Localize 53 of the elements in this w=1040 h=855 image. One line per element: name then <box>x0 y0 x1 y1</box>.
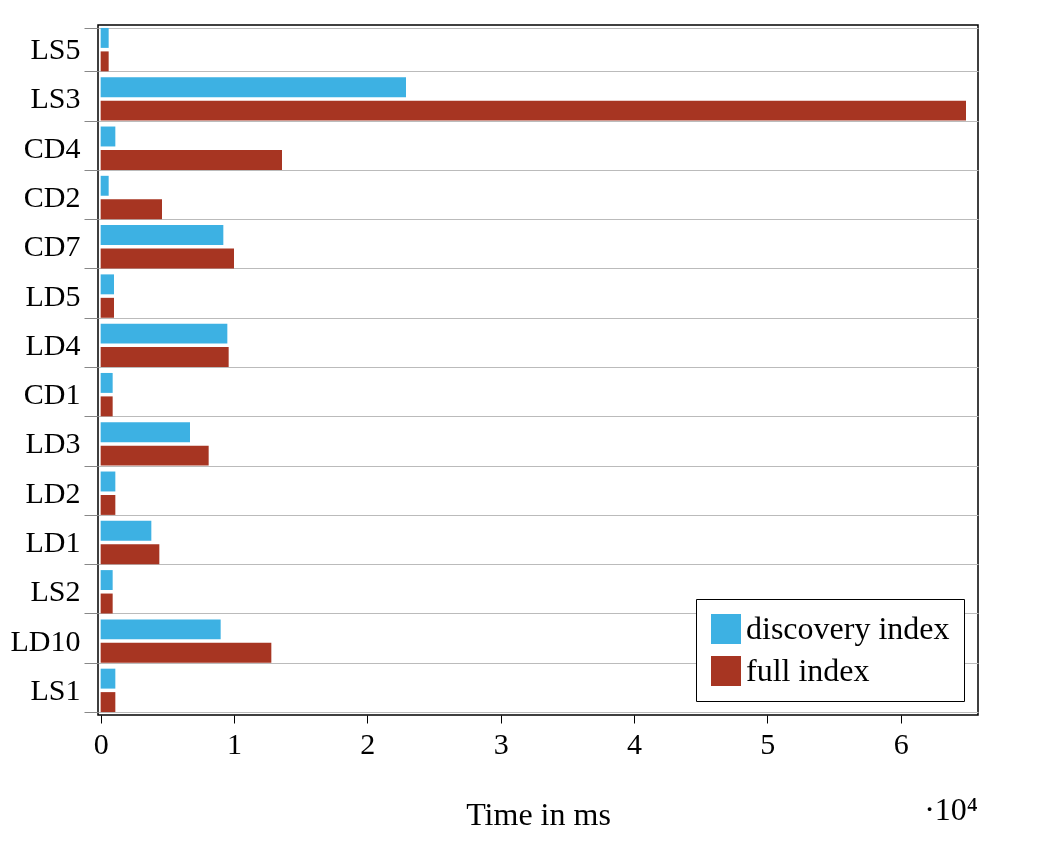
bar <box>100 642 272 663</box>
y-tick-label: LS5 <box>30 32 81 66</box>
bar <box>100 471 116 492</box>
bar <box>100 248 234 269</box>
bar <box>100 544 160 565</box>
y-tick-label: LD2 <box>25 475 81 509</box>
bar <box>100 593 113 614</box>
bar <box>100 225 224 246</box>
legend-label: full index <box>746 652 870 688</box>
x-tick-label: 1 <box>227 726 242 760</box>
bar <box>100 126 116 147</box>
bar <box>100 570 113 591</box>
bar <box>100 372 113 393</box>
y-tick-label: CD2 <box>23 180 81 213</box>
y-tick-label: LD4 <box>25 327 81 361</box>
y-tick-label: LD3 <box>25 426 81 460</box>
bar <box>100 100 966 121</box>
x-tick-label: 3 <box>493 726 509 760</box>
bar <box>100 297 114 318</box>
y-tick-label: LS1 <box>30 672 81 706</box>
bar <box>100 149 282 170</box>
y-tick-label: CD1 <box>23 377 81 411</box>
bar <box>100 422 190 443</box>
y-tick-label: LD1 <box>25 525 81 558</box>
y-tick-label: CD4 <box>23 130 81 164</box>
x-axis-title: Time in ms <box>466 795 611 832</box>
text: ·10⁴ <box>924 791 978 827</box>
y-tick-label: LS2 <box>30 574 81 608</box>
bar <box>100 323 228 344</box>
x-tick-label: 5 <box>760 726 776 760</box>
bar <box>100 274 114 295</box>
bar <box>100 396 113 417</box>
bar <box>100 692 116 713</box>
x-tick-label: 0 <box>93 726 109 760</box>
bar <box>100 619 221 640</box>
bar <box>100 175 109 196</box>
bar <box>100 77 406 98</box>
y-tick-label: LS3 <box>30 81 81 115</box>
bar <box>100 199 162 220</box>
x-tick-label: 4 <box>627 726 642 760</box>
y-tick-label: CD7 <box>23 229 81 263</box>
x-tick-label: 6 <box>893 726 909 760</box>
bar <box>100 668 116 689</box>
legend-label: discovery index <box>746 610 950 646</box>
bar <box>100 51 109 72</box>
y-tick-label: LD5 <box>25 278 81 312</box>
y-tick-label: LD10 <box>10 623 81 657</box>
bar <box>100 347 229 368</box>
bar <box>100 445 209 466</box>
bar <box>100 494 116 515</box>
x-tick-label: 2 <box>360 726 376 760</box>
bar <box>100 27 109 48</box>
bar <box>100 520 152 541</box>
